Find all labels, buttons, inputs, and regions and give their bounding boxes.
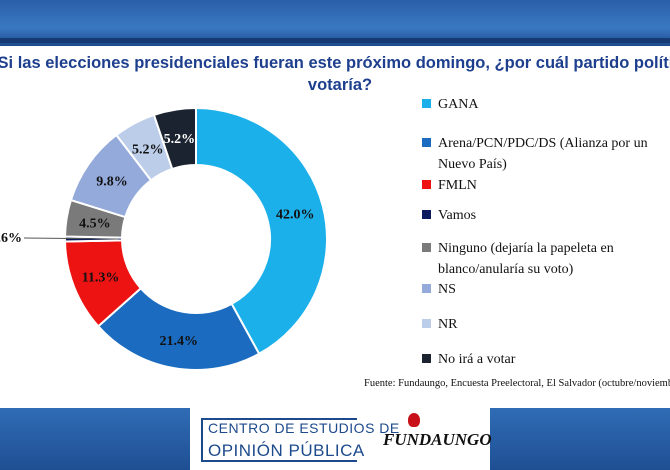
legend-swatch xyxy=(422,284,431,293)
legend-label: Vamos xyxy=(438,208,477,223)
legend-item: NS xyxy=(422,279,670,300)
footer-org-line2: OPINIÓN PÚBLICA xyxy=(208,441,365,460)
top-stripe xyxy=(0,38,670,43)
legend-label: NR xyxy=(438,317,458,332)
top-bar xyxy=(0,0,670,46)
legend-swatch xyxy=(422,210,431,219)
data-label: 42.0% xyxy=(276,208,315,223)
data-label: 5.2% xyxy=(132,143,164,158)
legend-item: FMLN xyxy=(422,175,670,196)
legend-swatch xyxy=(422,138,431,147)
legend-label: FMLN xyxy=(438,178,477,193)
donut-segment xyxy=(195,106,328,356)
legend-item: NR xyxy=(422,314,670,335)
legend-swatch xyxy=(422,319,431,328)
logo-text: FUNDAUNGO xyxy=(383,430,492,449)
legend-item: Vamos xyxy=(422,205,670,226)
legend-label: No irá a votar xyxy=(438,352,516,367)
legend-label: NS xyxy=(438,282,456,297)
leader-line xyxy=(23,237,119,240)
footer-org-line1: CENTRO DE ESTUDIOS DE xyxy=(208,420,400,436)
data-label: 5.2% xyxy=(164,132,196,147)
legend-swatch xyxy=(422,243,431,252)
logo-rose xyxy=(408,413,420,427)
legend-item: Arena/PCN/PDC/DS (Alianza por un Nuevo P… xyxy=(422,133,670,175)
data-label: 4.5% xyxy=(79,217,111,232)
legend-swatch xyxy=(422,180,431,189)
legend-item: Ninguno (dejaría la papeleta en blanco/a… xyxy=(422,238,670,280)
legend-label: Arena/PCN/PDC/DS (Alianza por un Nuevo P… xyxy=(438,136,648,172)
legend-swatch xyxy=(422,99,431,108)
donut-segment xyxy=(96,286,261,371)
legend-label: Ninguno (dejaría la papeleta en blanco/a… xyxy=(438,241,614,277)
data-label: 9.8% xyxy=(96,174,128,189)
source-note: Fuente: Fundaungo, Encuesta Preelectoral… xyxy=(364,378,670,389)
data-label: 21.4% xyxy=(159,334,198,349)
data-label: 0.6% xyxy=(0,231,22,246)
footer-bracket xyxy=(201,418,357,462)
legend-item: No irá a votar xyxy=(422,349,670,370)
legend-label: GANA xyxy=(438,97,479,112)
donut-segment xyxy=(152,106,197,171)
legend-item: GANA xyxy=(422,94,670,115)
legend-swatch xyxy=(422,354,431,363)
chart-title: ¿Si las elecciones presidenciales fueran… xyxy=(0,54,670,94)
data-label: 11.3% xyxy=(82,270,120,285)
